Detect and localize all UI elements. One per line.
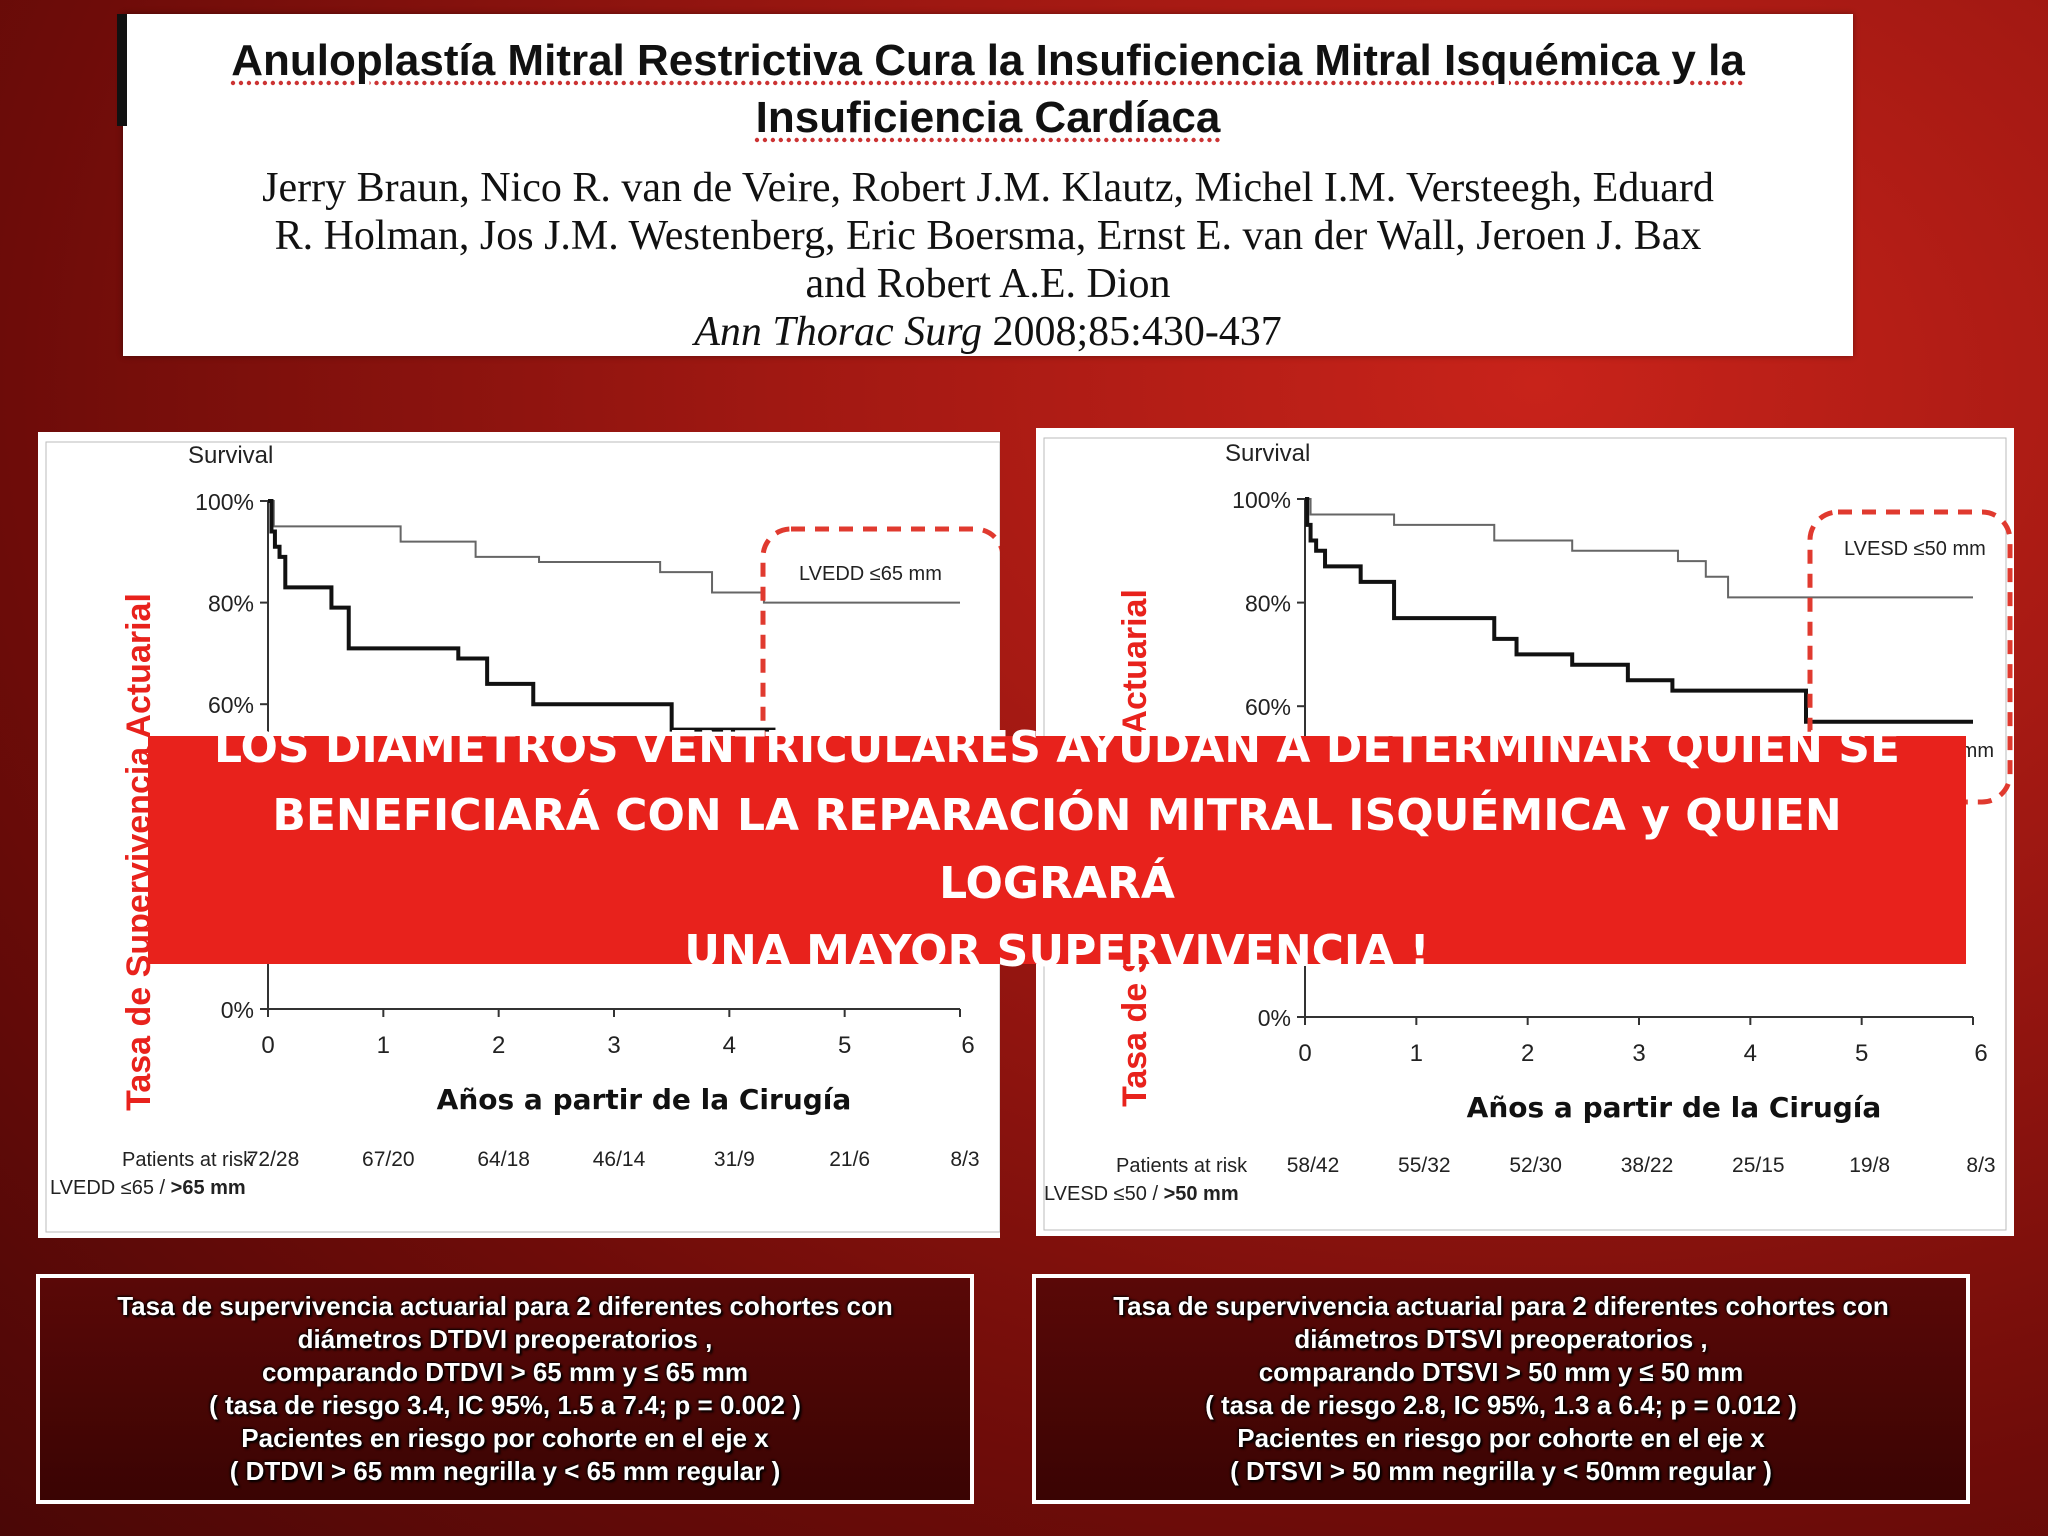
header-corner-accent — [117, 14, 127, 126]
y-tick-label: 60% — [208, 692, 254, 718]
x-axis-label: Años a partir de la Cirugía — [1467, 1091, 1882, 1124]
risk-row-bold: >65 mm — [171, 1177, 246, 1199]
survival-curve-bold — [1305, 497, 1973, 724]
risk-table-value: 19/8 — [1849, 1154, 1890, 1177]
x-tick-label: 3 — [607, 1032, 620, 1059]
risk-table-value: 52/30 — [1509, 1154, 1562, 1177]
risk-table-value: 67/20 — [362, 1148, 415, 1171]
article-authors: Jerry Braun, Nico R. van de Veire, Rober… — [143, 164, 1833, 356]
y-tick-label: 0% — [221, 997, 254, 1023]
x-tick-label: 6 — [1974, 1040, 1987, 1067]
x-tick-label: 5 — [1855, 1040, 1868, 1067]
banner-line: LOS DIÁMETROS VENTRICULARES AYUDAN A DET… — [214, 722, 1900, 773]
article-header: Anuloplastía Mitral Restrictiva Cura la … — [117, 14, 1853, 356]
x-tick-label: 4 — [1744, 1040, 1757, 1067]
caption-line: Pacientes en riesgo por cohorte en el ej… — [241, 1423, 769, 1453]
x-tick-label: 0 — [261, 1032, 274, 1059]
x-tick-label: 5 — [838, 1032, 851, 1059]
chart-title: Survival — [188, 442, 273, 469]
risk-row-bold: >50 mm — [1164, 1183, 1239, 1205]
risk-table-value: 58/42 — [1287, 1154, 1340, 1177]
journal-name: Ann Thorac Surg — [694, 309, 982, 355]
survival-curve-bold — [268, 499, 776, 732]
highlight-box — [760, 526, 1000, 912]
x-tick-label: 1 — [377, 1032, 390, 1059]
risk-table-value: 72/28 — [247, 1148, 300, 1171]
risk-table-value: 55/32 — [1398, 1154, 1451, 1177]
chart-title: Survival — [1225, 440, 1310, 467]
y-tick-label: 0% — [1258, 1005, 1291, 1031]
caption-right: Tasa de supervivencia actuarial para 2 d… — [1032, 1274, 1970, 1504]
y-tick-label: 60% — [1245, 694, 1291, 720]
risk-table-row-label: LVESD ≤50 / >50 mm — [1044, 1183, 1239, 1205]
caption-line: ( tasa de riesgo 2.8, IC 95%, 1.3 a 6.4;… — [1205, 1390, 1797, 1420]
caption-line: Pacientes en riesgo por cohorte en el ej… — [1237, 1423, 1765, 1453]
conclusion-banner: LOS DIÁMETROS VENTRICULARES AYUDAN A DET… — [148, 722, 1966, 977]
y-tick-label: 80% — [208, 591, 254, 617]
x-tick-label: 2 — [492, 1032, 505, 1059]
survival-curve-regular — [1305, 498, 1973, 599]
x-tick-label: 6 — [961, 1032, 974, 1059]
caption-line: ( DTDVI > 65 mm negrilla y < 65 mm regul… — [229, 1456, 781, 1486]
risk-table-row-label: LVEDD ≤65 / >65 mm — [50, 1177, 246, 1199]
caption-line: Tasa de supervivencia actuarial para 2 d… — [1113, 1291, 1889, 1321]
x-tick-label: 4 — [723, 1032, 736, 1059]
y-tick-label: 100% — [1232, 487, 1291, 513]
x-tick-label: 2 — [1521, 1040, 1534, 1067]
risk-table-label: Patients at risk — [1116, 1155, 1248, 1177]
risk-row-regular: LVEDD ≤65 / — [50, 1177, 171, 1199]
caption-line: comparando DTSVI > 50 mm y ≤ 50 mm — [1258, 1357, 1744, 1387]
author-line: and Robert A.E. Dion — [805, 261, 1171, 307]
banner-line: UNA MAYOR SUPERVIVENCIA ! — [684, 926, 1430, 977]
author-line: Jerry Braun, Nico R. van de Veire, Rober… — [262, 165, 1714, 211]
caption-line: ( DTSVI > 50 mm negrilla y < 50mm regula… — [1230, 1456, 1772, 1486]
caption-left: Tasa de supervivencia actuarial para 2 d… — [36, 1274, 974, 1504]
risk-row-regular: LVESD ≤50 / — [1044, 1183, 1164, 1205]
caption-line: diámetros DTSVI preoperatorios , — [1294, 1324, 1708, 1354]
y-tick-label: 100% — [195, 489, 254, 515]
y-tick-label: 80% — [1245, 591, 1291, 617]
title-line: Insuficiencia Cardíaca — [755, 93, 1221, 142]
caption-line: diámetros DTDVI preoperatorios , — [297, 1324, 713, 1354]
x-axis-label: Años a partir de la Cirugía — [437, 1083, 852, 1116]
curve-annotation: LVEDD ≤65 mm — [799, 563, 942, 585]
risk-table-value: 21/6 — [829, 1148, 870, 1171]
title-line: Anuloplastía Mitral Restrictiva Cura la … — [231, 36, 1745, 85]
x-tick-label: 1 — [1410, 1040, 1423, 1067]
caption-line: Tasa de supervivencia actuarial para 2 d… — [117, 1291, 893, 1321]
curve-annotation-fragment: mm — [1961, 740, 1994, 762]
risk-table-value: 25/15 — [1732, 1154, 1785, 1177]
article-title: Anuloplastía Mitral Restrictiva Cura la … — [123, 32, 1853, 146]
caption-line: ( tasa de riesgo 3.4, IC 95%, 1.5 a 7.4;… — [209, 1390, 801, 1420]
risk-table-value: 46/14 — [593, 1148, 646, 1171]
risk-table-value: 64/18 — [477, 1148, 530, 1171]
survival-curve-regular — [268, 500, 960, 604]
caption-line: comparando DTDVI > 65 mm y ≤ 65 mm — [261, 1357, 749, 1387]
x-tick-label: 3 — [1632, 1040, 1645, 1067]
risk-table-value: 8/3 — [950, 1148, 979, 1171]
risk-table-label: Patients at risk — [122, 1149, 254, 1171]
risk-table-value: 8/3 — [1966, 1154, 1995, 1177]
author-line: R. Holman, Jos J.M. Westenberg, Eric Boe… — [274, 213, 1702, 259]
curve-annotation: LVESD ≤50 mm — [1844, 538, 1986, 560]
banner-line: BENEFICIARÁ CON LA REPARACIÓN MITRAL ISQ… — [272, 790, 1842, 909]
x-tick-label: 0 — [1298, 1040, 1311, 1067]
journal-citation: Ann Thorac Surg 2008;85:430-437 — [143, 308, 1833, 356]
risk-table-value: 38/22 — [1621, 1154, 1674, 1177]
citation-details: 2008;85:430-437 — [981, 309, 1282, 355]
risk-table-value: 31/9 — [714, 1148, 755, 1171]
chart-frame — [45, 441, 1000, 1233]
